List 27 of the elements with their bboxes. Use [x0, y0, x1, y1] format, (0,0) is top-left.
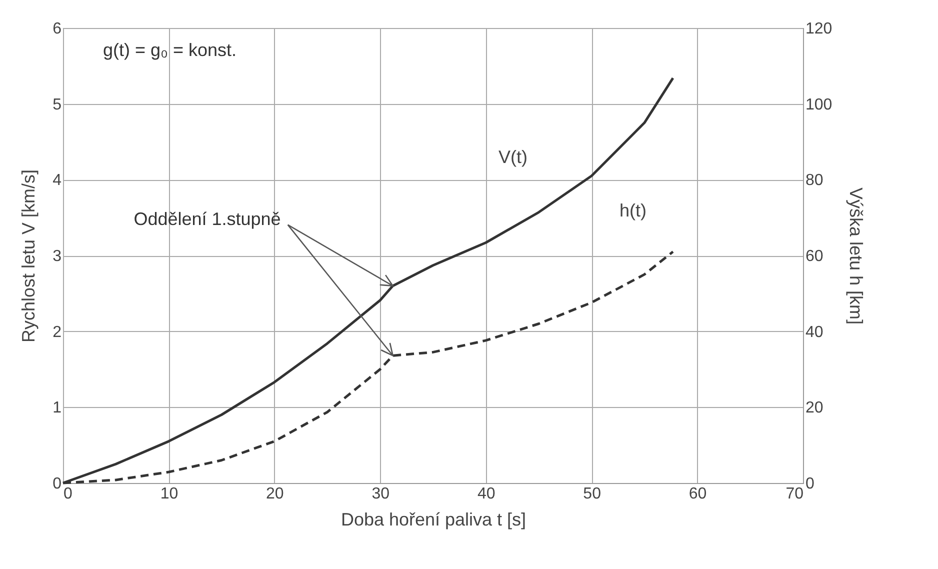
y-tick-label: 5 [52, 96, 62, 114]
y2-tick-label: 60 [806, 248, 824, 265]
x-tick-label: 70 [786, 486, 804, 502]
y2-tick-label: 100 [806, 96, 832, 114]
y-tick-label: 4 [52, 172, 62, 190]
x-tick-label: 10 [160, 486, 178, 502]
y-tick-label: 3 [52, 248, 62, 265]
y2-tick-label: 40 [806, 324, 824, 341]
x-tick-label: 50 [583, 486, 602, 502]
x-axis-title: Doba hoření paliva t [s] [340, 510, 526, 530]
y2-axis-title: Výška letu h [km] [846, 187, 866, 325]
text: h(t) [619, 200, 646, 221]
y-tick-label: 1 [52, 400, 62, 417]
y-axis-title: Rychlost letu V [km/s] [18, 169, 39, 343]
y2-tick-label: 20 [806, 400, 824, 417]
x-tick-label: 30 [372, 486, 390, 502]
y-tick-label: 6 [52, 20, 62, 38]
x-tick-label: 60 [688, 486, 707, 502]
annotation: g(t) = g₀ = konst. [103, 40, 237, 60]
annotation: Oddělení 1.stupně [134, 208, 281, 229]
y-tick-label: 2 [52, 324, 62, 341]
x-tick-label: 40 [477, 486, 496, 502]
x-tick-label: 20 [266, 486, 284, 502]
x-tick-label: 0 [64, 486, 72, 502]
text: V(t) [498, 147, 528, 168]
y2-tick-label: 120 [806, 20, 832, 38]
y2-tick-label: 80 [806, 172, 824, 190]
